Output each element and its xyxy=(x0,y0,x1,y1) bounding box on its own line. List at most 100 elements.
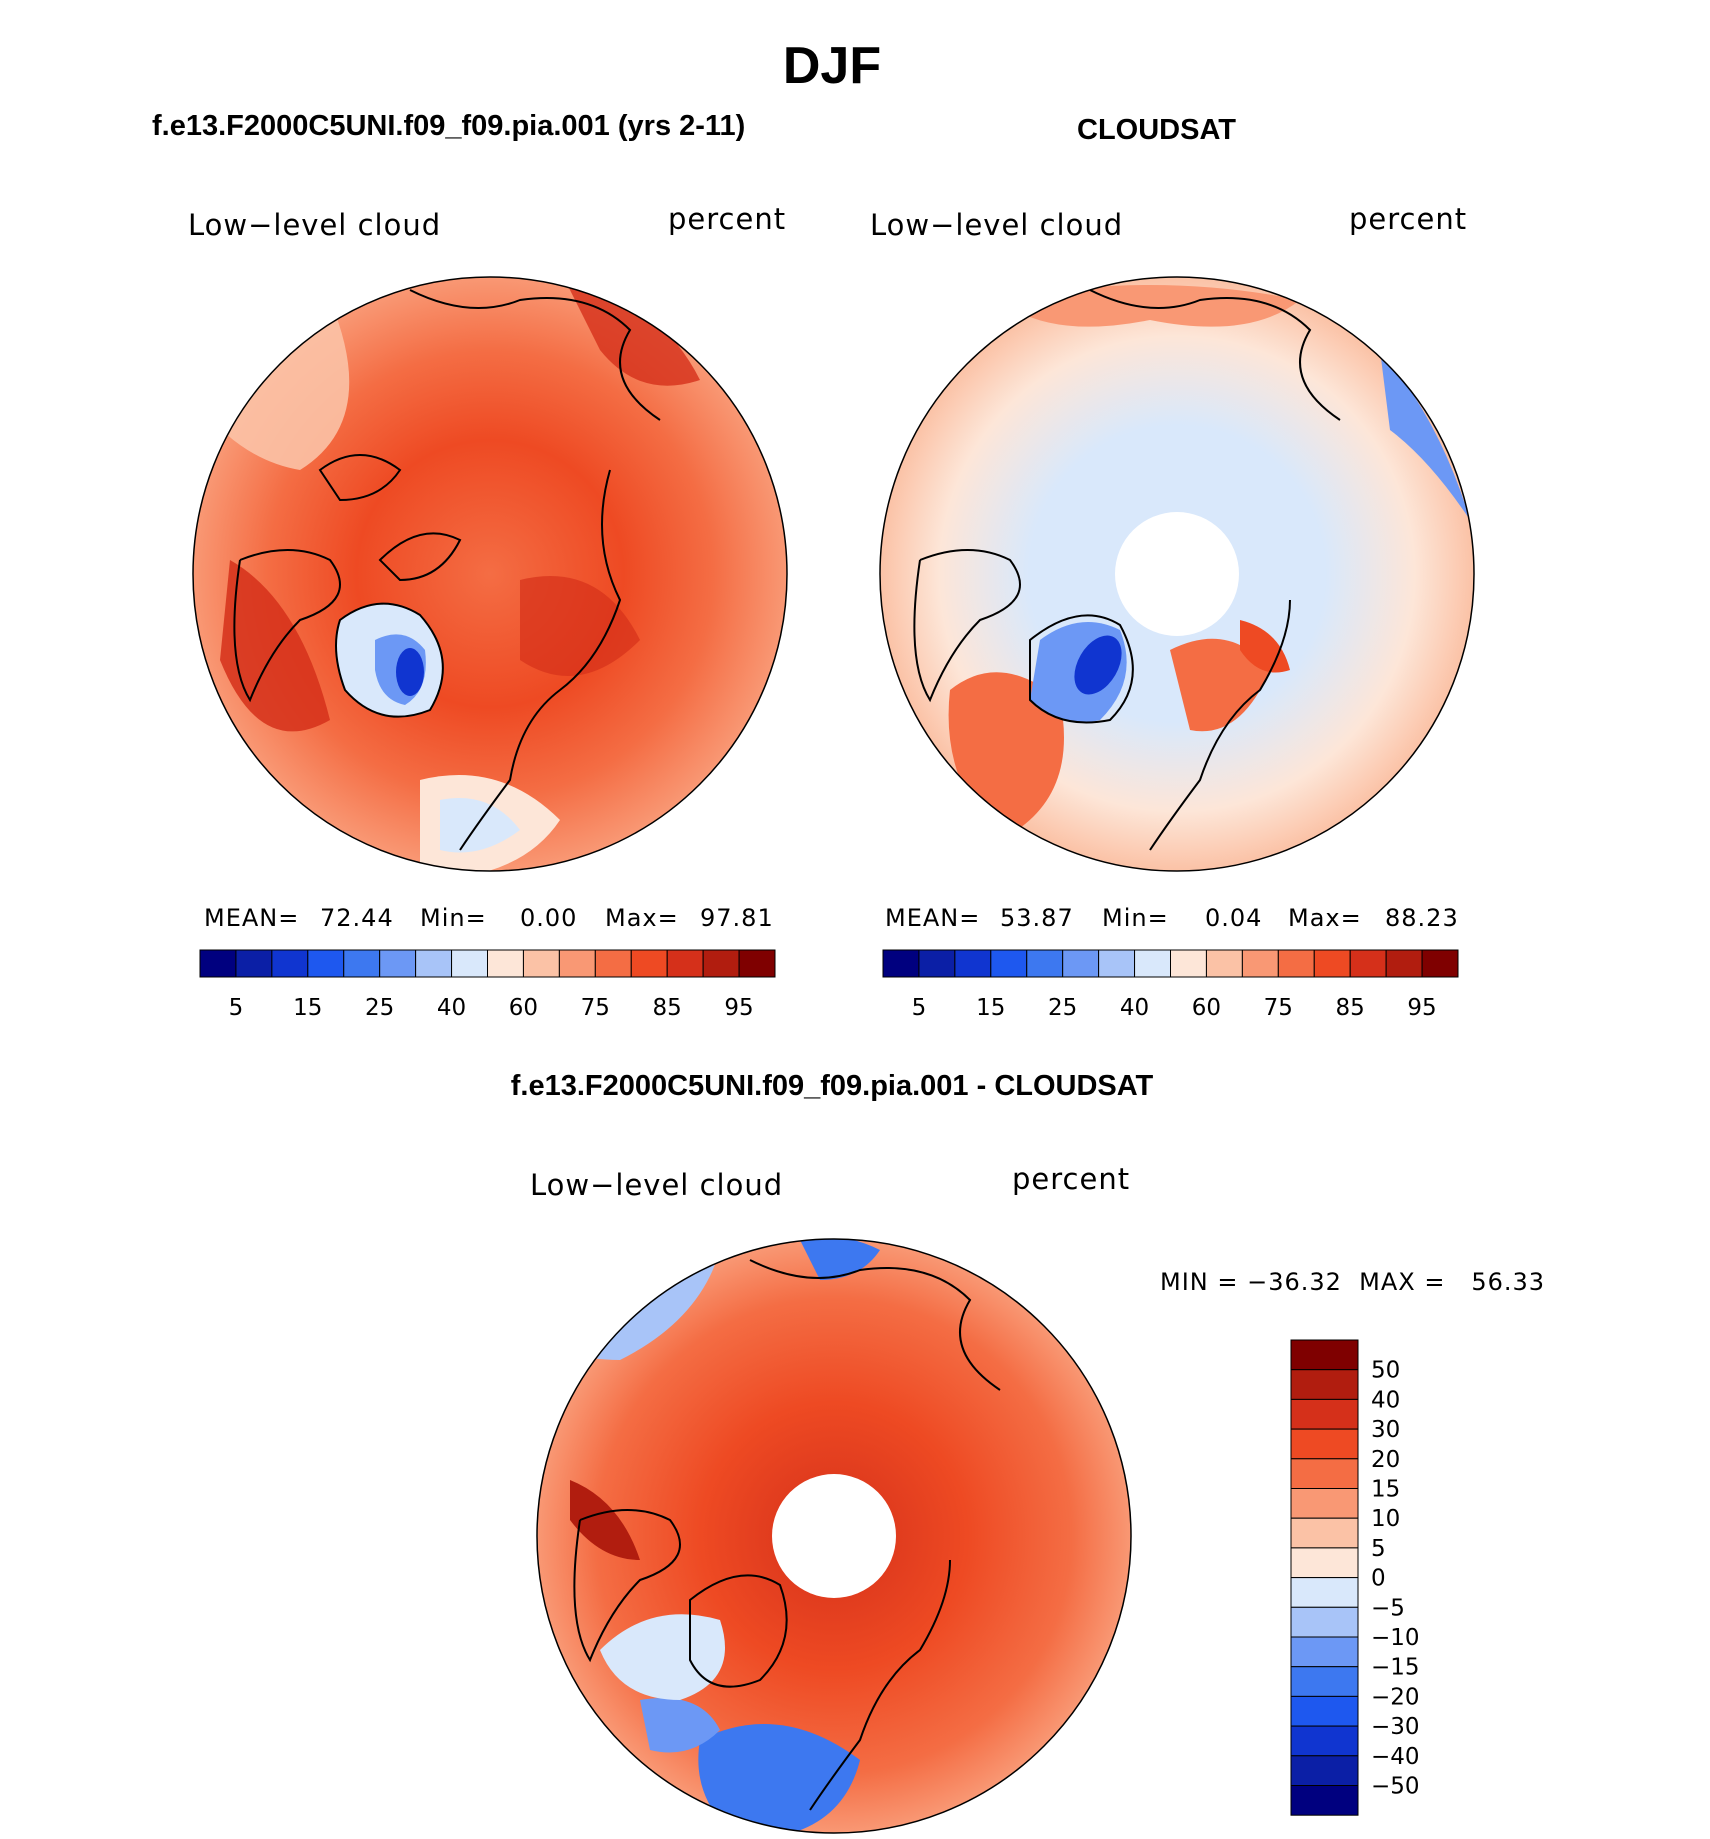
diff-colorbar-box xyxy=(1290,1725,1359,1757)
model-colorbar-box xyxy=(379,949,417,978)
obs-max-value: 88.23 xyxy=(1385,904,1459,932)
model-colorbar-label: 95 xyxy=(724,995,753,1021)
obs-colorbar-label: 40 xyxy=(1120,995,1149,1021)
obs-mean-value: 53.87 xyxy=(1000,904,1074,932)
obs-colorbar-label: 95 xyxy=(1407,995,1436,1021)
obs-map xyxy=(880,277,1474,871)
obs-colorbar-box xyxy=(1241,949,1279,978)
diff-colorbar-box xyxy=(1290,1666,1359,1697)
model-min-label: Min= xyxy=(420,904,487,932)
diff-colorbar-label: −20 xyxy=(1371,1684,1420,1710)
obs-colorbar-box xyxy=(1205,949,1243,978)
obs-colorbar-box xyxy=(1170,949,1207,978)
model-colorbar-box xyxy=(343,949,381,978)
diff-colorbar-box xyxy=(1290,1369,1359,1400)
obs-min-value: 0.04 xyxy=(1205,904,1263,932)
obs-max-label: Max= xyxy=(1288,904,1362,932)
diff-panel-title: f.e13.F2000C5UNI.f09_f09.pia.001 - CLOUD… xyxy=(510,1070,1154,1102)
obs-colorbar-box xyxy=(1421,949,1459,978)
obs-mean-label: MEAN= xyxy=(885,904,981,932)
obs-colorbar-box xyxy=(1098,949,1136,978)
diff-colorbar-label: −15 xyxy=(1371,1655,1420,1681)
diff-colorbar-box xyxy=(1290,1577,1359,1608)
model-colorbar-box xyxy=(594,949,632,978)
model-colorbar-label: 40 xyxy=(437,995,466,1021)
diff-map-border xyxy=(536,1238,1132,1834)
model-colorbar-box xyxy=(522,949,560,978)
obs-colorbar-box xyxy=(1385,949,1423,978)
model-variable-label: Low−level cloud xyxy=(188,208,442,242)
obs-colorbar-label: 60 xyxy=(1192,995,1221,1021)
obs-min-label: Min= xyxy=(1102,904,1169,932)
diff-colorbar-box xyxy=(1290,1488,1359,1519)
model-colorbar: 5 15 25 40 60 75 85 95 xyxy=(199,949,776,1021)
model-min-value: 0.00 xyxy=(520,904,578,932)
diff-variable-label: Low−level cloud xyxy=(530,1168,784,1202)
diff-minmax-label: MIN = −36.32 MAX = 56.33 xyxy=(1160,1268,1546,1296)
model-colorbar-box xyxy=(558,949,596,978)
obs-map-border xyxy=(879,276,1475,872)
obs-colorbar-box xyxy=(1313,949,1351,978)
obs-colorbar-box xyxy=(1026,949,1064,978)
obs-colorbar-box xyxy=(918,949,956,978)
obs-colorbar-label: 5 xyxy=(912,995,927,1021)
model-colorbar-label: 85 xyxy=(653,995,682,1021)
diff-colorbar-label: 5 xyxy=(1371,1536,1386,1562)
diff-colorbar-label: 40 xyxy=(1371,1387,1400,1413)
diff-colorbar-box xyxy=(1290,1398,1359,1430)
obs-colorbar-box xyxy=(954,949,992,978)
diff-colorbar-box xyxy=(1290,1785,1359,1816)
obs-colorbar-box xyxy=(1062,949,1100,978)
diff-colorbar-label: −30 xyxy=(1371,1714,1420,1740)
obs-colorbar-box xyxy=(1349,949,1387,978)
diff-colorbar-label: 15 xyxy=(1371,1477,1400,1503)
model-colorbar-box xyxy=(702,949,740,978)
diff-colorbar-label: −5 xyxy=(1371,1595,1405,1621)
model-colorbar-label: 60 xyxy=(509,995,538,1021)
model-max-label: Max= xyxy=(605,904,679,932)
model-colorbar-box xyxy=(630,949,668,978)
obs-panel-title: CLOUDSAT xyxy=(1077,114,1236,146)
obs-colorbar: 5 15 25 40 60 75 85 95 xyxy=(882,949,1459,1021)
model-mean-label: MEAN= xyxy=(204,904,300,932)
diff-colorbar-label: 50 xyxy=(1371,1358,1400,1384)
model-panel-title: f.e13.F2000C5UNI.f09_f09.pia.001 (yrs 2-… xyxy=(152,110,746,142)
model-colorbar-box xyxy=(487,949,524,978)
diff-colorbar-label: 20 xyxy=(1371,1447,1400,1473)
diff-colorbar-box xyxy=(1290,1755,1359,1787)
diff-coastlines xyxy=(573,1259,1001,1811)
model-max-value: 97.81 xyxy=(700,904,774,932)
diff-colorbar-label: 30 xyxy=(1371,1417,1400,1443)
obs-colorbar-label: 85 xyxy=(1336,995,1365,1021)
diff-colorbar-box xyxy=(1290,1428,1359,1460)
model-mean-value: 72.44 xyxy=(320,904,394,932)
model-colorbar-box xyxy=(666,949,704,978)
model-colorbar-box xyxy=(199,949,237,978)
diff-colorbar-label: −50 xyxy=(1371,1774,1420,1800)
diff-colorbar-box xyxy=(1290,1636,1359,1668)
obs-colorbar-box xyxy=(882,949,920,978)
obs-variable-label: Low−level cloud xyxy=(870,208,1124,242)
diff-units-label: percent xyxy=(1012,1162,1131,1196)
model-units-label: percent xyxy=(668,202,787,236)
diff-map xyxy=(537,1239,1131,1833)
obs-units-label: percent xyxy=(1349,202,1468,236)
diff-colorbar-label: −40 xyxy=(1371,1744,1420,1770)
model-colorbar-label: 75 xyxy=(581,995,610,1021)
model-colorbar-label: 15 xyxy=(293,995,322,1021)
model-colorbar-box xyxy=(307,949,345,978)
obs-colorbar-box xyxy=(1134,949,1171,978)
model-colorbar-box xyxy=(235,949,273,978)
diff-colorbar-label: −10 xyxy=(1371,1625,1420,1651)
obs-colorbar-label: 15 xyxy=(976,995,1005,1021)
model-coastlines xyxy=(233,289,661,851)
model-colorbar-box xyxy=(738,949,776,978)
obs-colorbar-label: 25 xyxy=(1048,995,1077,1021)
diff-colorbar-box xyxy=(1290,1339,1359,1371)
model-colorbar-label: 25 xyxy=(365,995,394,1021)
diff-colorbar-box xyxy=(1290,1547,1359,1579)
model-map-border xyxy=(192,276,788,872)
diff-colorbar-box xyxy=(1290,1517,1359,1549)
